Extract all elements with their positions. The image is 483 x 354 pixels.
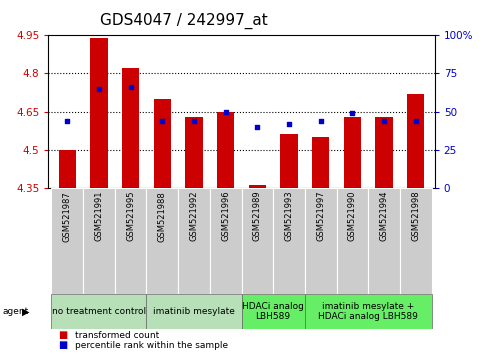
Bar (305, 294, 431, 329)
Text: ■: ■ (58, 341, 67, 350)
Point (317, 118, 325, 124)
Text: GSM521994: GSM521994 (380, 191, 388, 241)
Text: GSM521998: GSM521998 (411, 191, 420, 241)
Text: imatinib mesylate: imatinib mesylate (153, 307, 235, 316)
Bar (337, 188, 368, 294)
Bar (400, 188, 431, 294)
Bar (343, 116, 361, 188)
Text: ▶: ▶ (22, 307, 29, 316)
Bar (90, 38, 108, 188)
Point (254, 124, 261, 130)
Point (222, 109, 229, 114)
Text: GSM521996: GSM521996 (221, 191, 230, 241)
Text: percentile rank within the sample: percentile rank within the sample (75, 342, 228, 350)
Text: agent: agent (2, 307, 28, 316)
Text: imatinib mesylate +
HDACi analog LBH589: imatinib mesylate + HDACi analog LBH589 (318, 302, 418, 321)
Point (285, 121, 293, 126)
Text: HDACi analog
LBH589: HDACi analog LBH589 (242, 302, 304, 321)
Bar (146, 294, 242, 329)
Bar (280, 135, 298, 188)
Bar (154, 99, 171, 188)
Bar (217, 112, 234, 188)
Text: GSM521990: GSM521990 (348, 191, 357, 241)
Text: GSM521995: GSM521995 (126, 191, 135, 241)
Bar (210, 188, 242, 294)
Bar (305, 188, 337, 294)
Bar (407, 94, 425, 188)
Text: GSM521988: GSM521988 (158, 191, 167, 241)
Text: GSM521989: GSM521989 (253, 191, 262, 241)
Point (127, 84, 134, 90)
Bar (242, 294, 305, 329)
Bar (242, 188, 273, 294)
Bar (375, 116, 393, 188)
Point (349, 110, 356, 116)
Text: GSM521991: GSM521991 (95, 191, 103, 241)
Text: ■: ■ (58, 330, 67, 340)
Bar (185, 116, 203, 188)
Point (63, 118, 71, 124)
Text: GDS4047 / 242997_at: GDS4047 / 242997_at (99, 12, 268, 29)
Bar (122, 68, 140, 188)
Text: no treatment control: no treatment control (52, 307, 146, 316)
Bar (52, 294, 146, 329)
Point (158, 118, 166, 124)
Point (412, 118, 420, 124)
Bar (58, 149, 76, 188)
Text: GSM521992: GSM521992 (189, 191, 199, 241)
Text: transformed count: transformed count (75, 331, 159, 340)
Bar (312, 137, 329, 188)
Text: GSM521987: GSM521987 (63, 191, 72, 241)
Bar (146, 188, 178, 294)
Bar (273, 188, 305, 294)
Bar (83, 188, 115, 294)
Bar (249, 185, 266, 188)
Bar (368, 188, 400, 294)
Bar (178, 188, 210, 294)
Bar (52, 188, 83, 294)
Point (190, 118, 198, 124)
Point (95, 86, 103, 92)
Text: GSM521993: GSM521993 (284, 191, 294, 241)
Point (380, 118, 388, 124)
Bar (115, 188, 146, 294)
Text: GSM521997: GSM521997 (316, 191, 325, 241)
